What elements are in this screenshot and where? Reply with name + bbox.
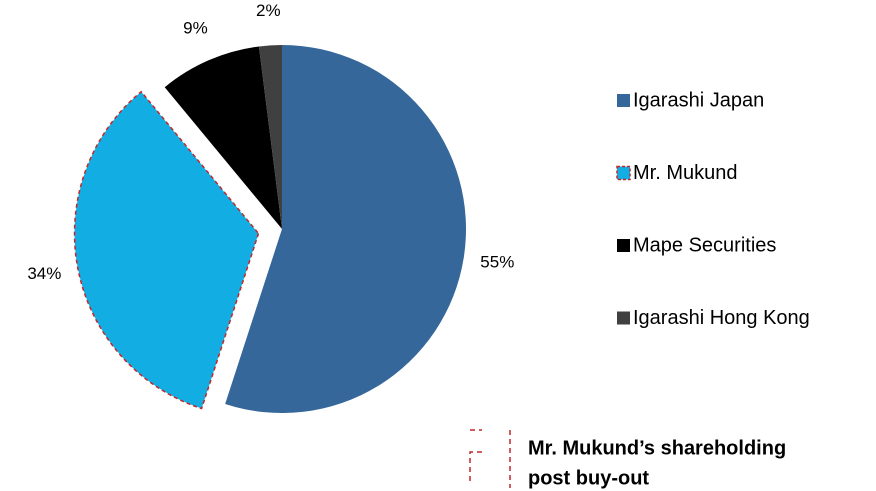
pie-slice (73, 90, 260, 410)
pie-slice (225, 45, 466, 413)
legend-label: Mape Securities (633, 234, 776, 256)
legend-label: Igarashi Hong Kong (633, 307, 810, 329)
annotation: Mr. Mukund’s shareholding (528, 437, 786, 459)
legend-label: Mr. Mukund (633, 162, 737, 184)
data-label: 34% (27, 264, 61, 283)
data-label: 2% (256, 1, 281, 20)
pie-slice (164, 46, 282, 229)
annotation-bracket (469, 430, 511, 488)
legend-swatch (617, 239, 630, 252)
annotation: post buy-out (528, 467, 649, 489)
legend-label: Igarashi Japan (633, 89, 764, 111)
legend-swatch (616, 165, 631, 181)
data-label: 55% (480, 253, 514, 272)
pie-slice (258, 45, 282, 229)
legend-swatch (617, 311, 630, 325)
data-label: 9% (183, 18, 208, 37)
legend-swatch (617, 94, 630, 107)
